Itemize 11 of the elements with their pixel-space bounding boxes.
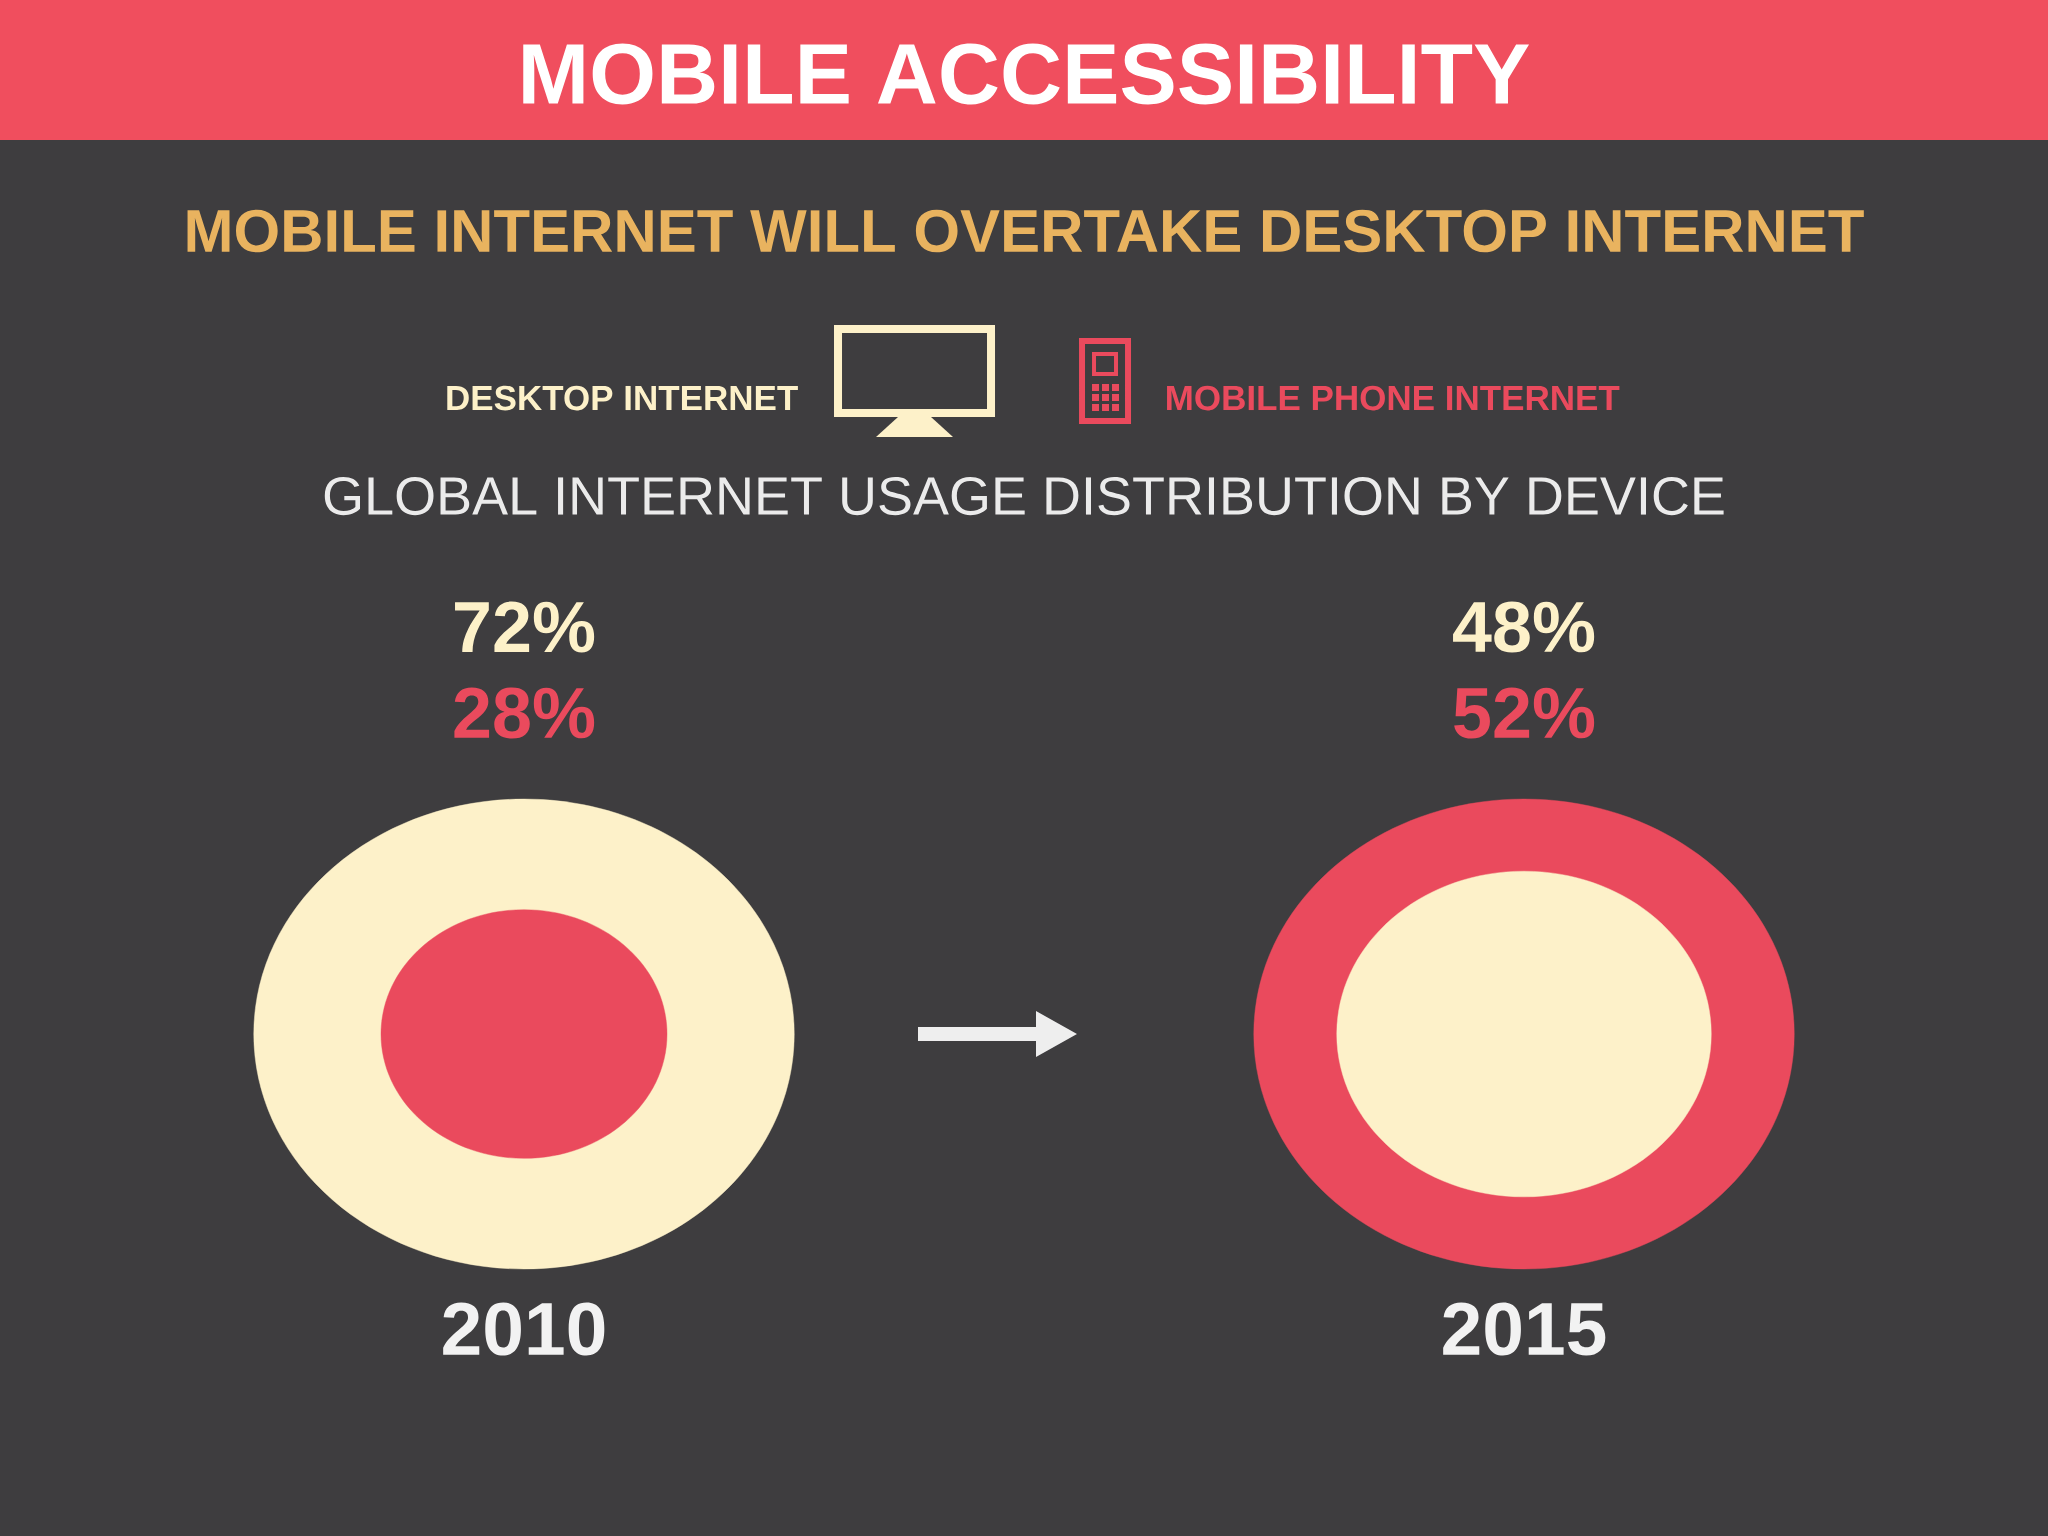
category-label: 2015 bbox=[1443, 1302, 1606, 1356]
data-label: 48% bbox=[1453, 601, 1595, 653]
data-label: 72% bbox=[455, 601, 595, 653]
text: MOBILE ACCESSIBILITY bbox=[523, 43, 1530, 105]
legend-label: DESKTOP INTERNET bbox=[447, 385, 798, 411]
category-label: 2010 bbox=[443, 1302, 605, 1356]
text: GLOBAL INTERNET USAGE DISTRIBUTION BY DEVICE bbox=[324, 476, 1724, 516]
legend-label: MOBILE PHONE INTERNET bbox=[1167, 385, 1620, 411]
text: MOBILE INTERNET WILL OVERTAKE DESKTOP INTERNET bbox=[187, 209, 1864, 253]
data-label: 28% bbox=[454, 687, 595, 739]
data-label: 52% bbox=[1454, 687, 1595, 739]
